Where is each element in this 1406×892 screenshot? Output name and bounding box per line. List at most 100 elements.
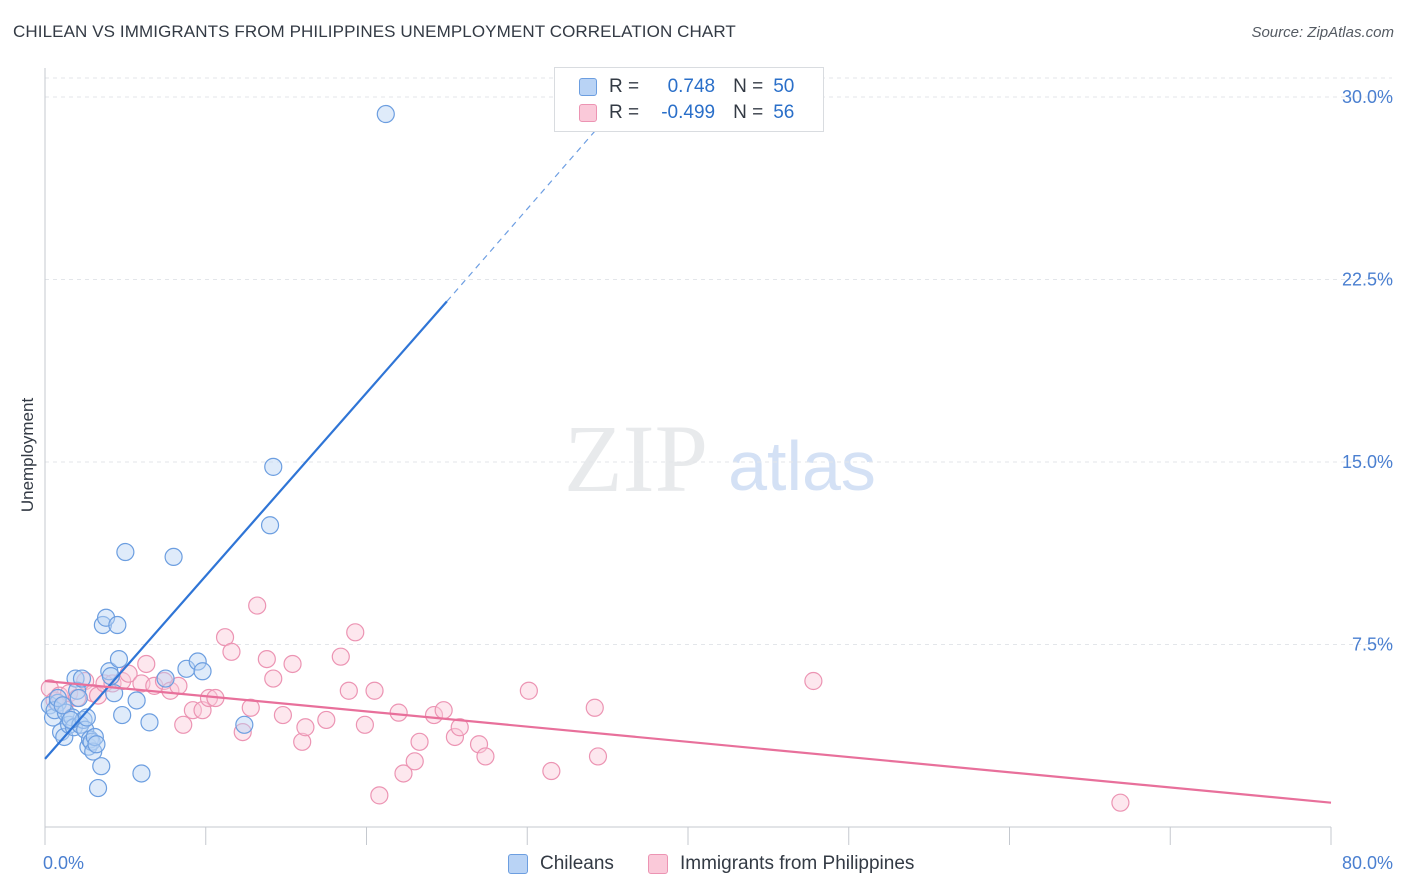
data-point-philippines — [137, 654, 156, 674]
data-point-chileans — [156, 669, 175, 688]
x-tick-label: 0.0% — [43, 853, 84, 873]
data-point-philippines — [296, 718, 315, 737]
legend-label-chileans: Chileans — [540, 853, 614, 874]
r-value-blue: 0.748 — [667, 76, 716, 97]
data-point-chileans — [132, 764, 151, 783]
data-point-philippines — [588, 747, 608, 766]
data-point-philippines — [241, 698, 260, 717]
data-point-philippines — [233, 722, 252, 742]
data-point-philippines — [424, 705, 444, 725]
data-point-chileans — [61, 710, 80, 730]
data-point-chileans — [72, 669, 92, 688]
data-point-chileans — [113, 705, 132, 725]
data-point-chileans — [193, 662, 212, 681]
data-point-chileans — [69, 688, 88, 708]
data-point-philippines — [264, 669, 283, 688]
data-point-chileans — [188, 652, 207, 671]
y-tick-label: 7.5% — [1352, 635, 1393, 655]
watermark-atlas: atlas — [728, 427, 876, 505]
data-point-philippines — [257, 649, 276, 669]
data-point-chileans — [87, 735, 106, 754]
n-label-pink: N = — [733, 102, 764, 123]
legend-item-chileans[interactable]: Chileans — [508, 853, 614, 875]
data-point-philippines — [365, 681, 384, 700]
stats-row-pink: R = -0.499 N = 56 — [579, 101, 794, 125]
stats-legend: R = 0.748 N = 50 R = -0.499 N = 56 — [554, 67, 824, 132]
data-point-philippines — [450, 718, 469, 737]
legend-item-philippines[interactable]: Immigrants from Philippines — [648, 853, 914, 875]
trend-lines — [44, 116, 1332, 804]
data-point-philippines — [410, 732, 429, 751]
data-point-chileans — [108, 615, 127, 635]
watermark-zip: ZIP — [564, 405, 708, 512]
n-label-blue: N = — [733, 76, 764, 97]
data-point-philippines — [405, 752, 424, 771]
data-point-philippines — [248, 596, 267, 615]
y-tick-label: 15.0% — [1342, 452, 1393, 472]
data-point-chileans — [127, 691, 146, 710]
philippines-swatch — [648, 854, 668, 874]
legend-label-philippines: Immigrants from Philippines — [680, 853, 915, 874]
data-point-chileans — [140, 713, 159, 732]
data-point-chileans — [53, 696, 72, 715]
data-point-chileans — [260, 516, 280, 535]
data-point-philippines — [585, 698, 604, 717]
data-point-philippines — [283, 654, 302, 674]
y-tick-label: 30.0% — [1342, 87, 1393, 107]
grid — [45, 77, 1392, 645]
data-point-philippines — [370, 786, 389, 805]
data-point-philippines — [476, 747, 495, 766]
y-tick-labels: 7.5% 15.0% 22.5% 30.0% — [1342, 87, 1393, 655]
data-point-philippines — [389, 703, 408, 722]
data-point-philippines — [331, 647, 350, 666]
data-point-chileans — [88, 778, 108, 798]
y-tick-label: 22.5% — [1342, 270, 1393, 290]
data-point-chileans — [109, 649, 129, 669]
source-credit: Source: ZipAtlas.com — [1251, 24, 1394, 41]
data-point-chileans — [235, 715, 254, 734]
data-point-philippines — [183, 701, 202, 720]
data-point-philippines — [519, 681, 538, 700]
data-point-philippines — [293, 732, 312, 751]
data-point-chileans — [96, 608, 116, 627]
data-point-philippines — [804, 671, 823, 691]
x-ticks — [44, 827, 1332, 845]
n-value-blue: 50 — [773, 76, 795, 97]
n-value-pink: 56 — [773, 102, 795, 123]
data-point-chileans — [92, 757, 111, 776]
data-point-philippines — [339, 681, 358, 700]
series-pink — [40, 596, 1130, 812]
data-point-chileans — [264, 457, 283, 476]
series-legend: Chileans Immigrants from Philippines — [0, 853, 1406, 877]
data-point-philippines — [434, 701, 453, 720]
data-point-philippines — [445, 727, 465, 747]
series-blue — [40, 104, 395, 798]
trend-line-chileans-extension — [446, 116, 609, 302]
trend-line-chileans — [44, 300, 448, 760]
data-point-philippines — [542, 761, 561, 781]
data-point-chileans — [376, 104, 395, 124]
data-point-chileans — [85, 727, 104, 747]
data-point-chileans — [164, 547, 183, 567]
r-value-pink: -0.499 — [661, 102, 716, 123]
data-point-philippines — [317, 710, 336, 730]
blue-swatch — [579, 78, 597, 96]
data-point-chileans — [116, 542, 135, 562]
data-point-philippines — [174, 715, 193, 734]
trend-line-philippines — [44, 679, 1332, 804]
data-point-philippines — [273, 705, 293, 725]
x-tick-labels: 0.0% 80.0% — [43, 853, 1393, 873]
stats-row-blue: R = 0.748 N = 50 — [579, 75, 794, 99]
x-tick-label: 80.0% — [1342, 853, 1393, 873]
data-point-philippines — [355, 715, 374, 734]
data-point-philippines — [394, 764, 413, 783]
data-point-philippines — [222, 642, 241, 661]
chileans-swatch — [508, 854, 528, 874]
data-point-philippines — [1111, 793, 1130, 812]
pink-swatch — [579, 104, 597, 122]
chart-title: CHILEAN VS IMMIGRANTS FROM PHILIPPINES U… — [13, 22, 736, 41]
data-point-philippines — [346, 623, 365, 642]
r-label-pink: R = — [609, 102, 640, 123]
r-label-blue: R = — [609, 76, 640, 97]
